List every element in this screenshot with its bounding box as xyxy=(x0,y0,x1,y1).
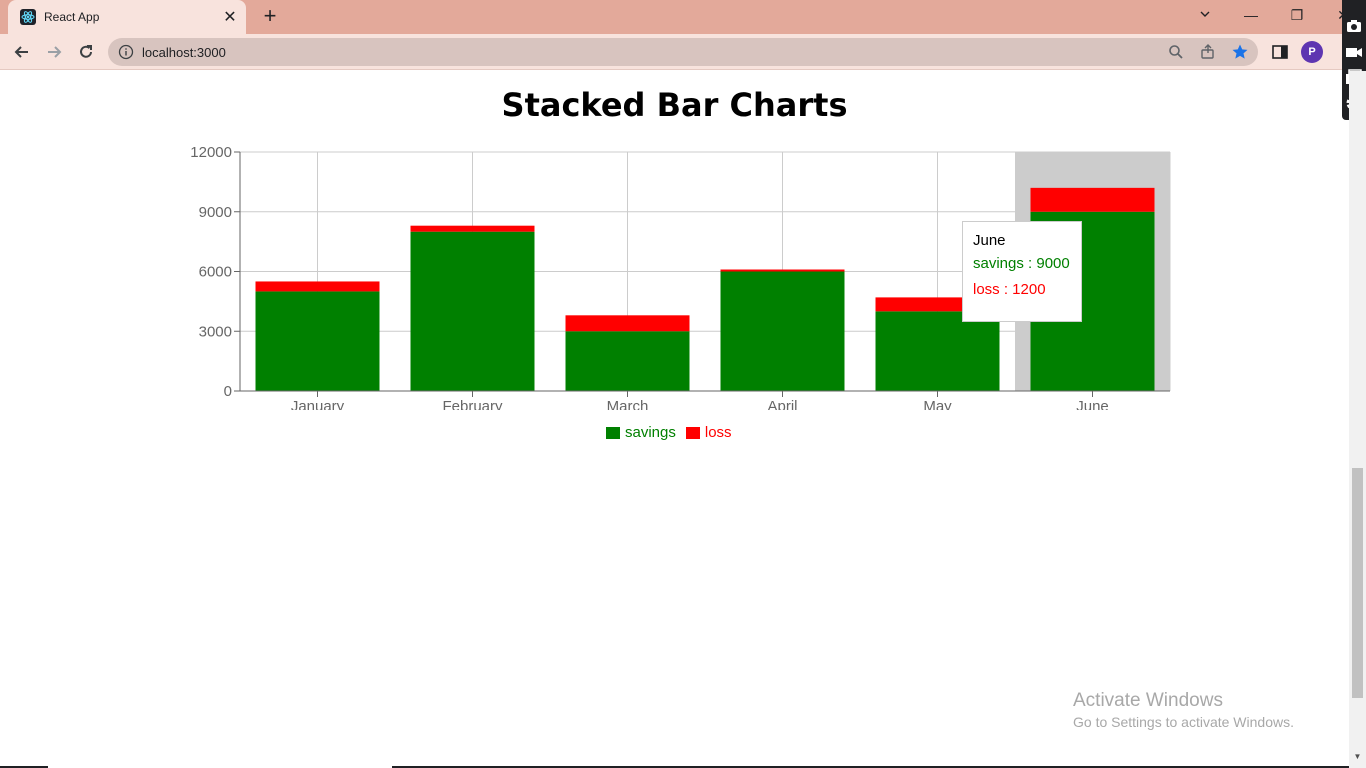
taskbar-edge xyxy=(0,766,1349,768)
x-tick-label: June xyxy=(1076,398,1109,410)
legend-swatch-savings xyxy=(606,426,620,439)
reload-icon xyxy=(80,45,92,58)
scrollbar-thumb[interactable] xyxy=(1352,468,1363,698)
bar-loss-january[interactable] xyxy=(255,281,380,292)
x-tick-label: May xyxy=(923,398,952,410)
react-icon xyxy=(20,9,36,25)
share-icon[interactable] xyxy=(1199,43,1217,61)
legend-item-loss[interactable]: loss xyxy=(685,424,732,441)
camera-icon[interactable] xyxy=(1345,17,1363,35)
legend-label-savings: savings xyxy=(625,424,676,441)
x-tick-label: February xyxy=(442,398,503,410)
bar-savings-february[interactable] xyxy=(410,231,535,391)
x-tick-label: April xyxy=(767,398,797,410)
back-button[interactable] xyxy=(10,40,34,64)
arrow-right-icon xyxy=(48,46,62,58)
address-bar[interactable]: localhost:3000 xyxy=(108,38,1258,66)
tooltip-row-loss: loss : 1200 xyxy=(973,281,1046,298)
legend-label-loss: loss xyxy=(704,424,732,441)
forward-button[interactable] xyxy=(42,40,66,64)
page-title: Stacked Bar Charts xyxy=(501,86,848,124)
bar-savings-may[interactable] xyxy=(875,311,1000,391)
tab-strip: React App ✕ + — ❐ ✕ xyxy=(0,0,1366,34)
legend-item-savings[interactable]: savings xyxy=(606,424,676,441)
browser-toolbar: localhost:3000 xyxy=(0,34,1366,70)
x-tick-label: March xyxy=(607,398,649,410)
y-tick-label: 12000 xyxy=(190,144,232,161)
tab-search-button[interactable] xyxy=(1190,4,1220,26)
legend-swatch-loss xyxy=(685,426,700,439)
bar-loss-march[interactable] xyxy=(565,315,690,332)
browser-tab[interactable]: React App ✕ xyxy=(8,0,246,34)
new-tab-button[interactable]: + xyxy=(263,3,277,28)
star-icon[interactable] xyxy=(1231,43,1249,61)
y-tick-label: 0 xyxy=(224,383,232,400)
windows-activation-watermark: Activate Windows Go to Settings to activ… xyxy=(1073,690,1294,730)
close-tab-icon[interactable]: ✕ xyxy=(223,9,237,26)
profile-avatar[interactable]: P xyxy=(1301,41,1323,63)
side-panel-icon[interactable] xyxy=(1270,42,1290,62)
bar-loss-june[interactable] xyxy=(1030,187,1155,212)
watermark-title: Activate Windows xyxy=(1073,690,1223,711)
tooltip-row-savings: savings : 9000 xyxy=(973,255,1070,272)
search-icon[interactable] xyxy=(1167,43,1185,61)
minimize-button[interactable]: — xyxy=(1244,7,1258,23)
bar-savings-january[interactable] xyxy=(255,291,380,391)
video-icon[interactable] xyxy=(1345,43,1363,61)
y-tick-label: 9000 xyxy=(199,204,232,221)
scroll-down-icon[interactable]: ▼ xyxy=(1353,752,1362,761)
tooltip-label: June xyxy=(973,232,1006,249)
bar-loss-april[interactable] xyxy=(720,269,845,272)
y-tick-label: 6000 xyxy=(199,264,232,281)
chart-tooltip: June savings : 9000 loss : 1200 xyxy=(962,221,1082,322)
url-text: localhost:3000 xyxy=(142,45,226,60)
bar-loss-february[interactable] xyxy=(410,225,535,232)
watermark-subtitle: Go to Settings to activate Windows. xyxy=(1073,714,1294,730)
bar-savings-march[interactable] xyxy=(565,331,690,391)
tab-title: React App xyxy=(44,10,100,24)
bar-savings-april[interactable] xyxy=(720,271,845,392)
x-tick-label: January xyxy=(291,398,345,410)
info-icon[interactable] xyxy=(118,44,134,60)
chevron-down-icon xyxy=(1200,11,1210,17)
chart-legend: savings loss xyxy=(606,424,742,441)
restore-button[interactable]: ❐ xyxy=(1290,7,1304,23)
y-tick-label: 3000 xyxy=(199,323,232,340)
arrow-left-icon xyxy=(14,46,28,58)
reload-button[interactable] xyxy=(74,40,98,64)
